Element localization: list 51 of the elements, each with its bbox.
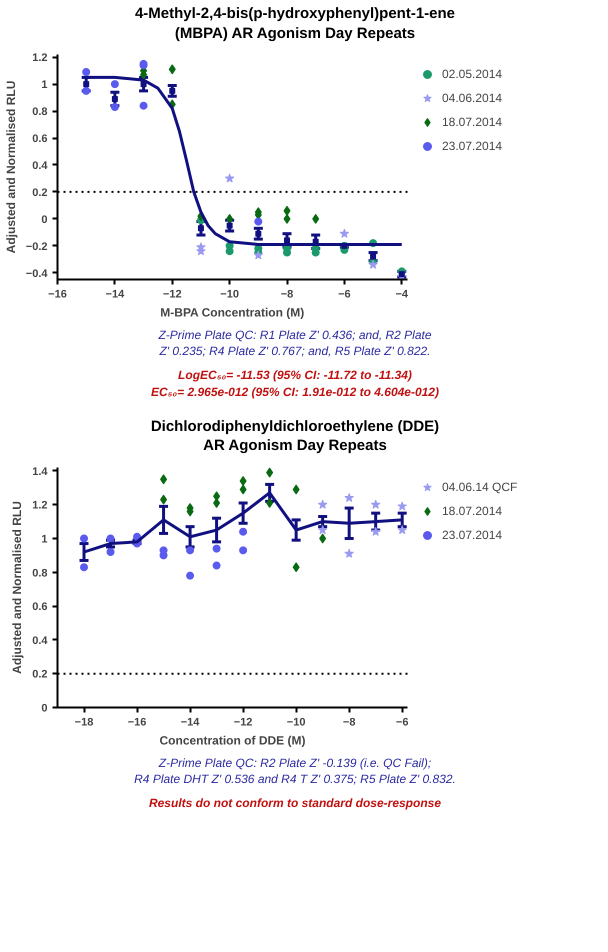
x-tick-label: −6 xyxy=(396,716,408,728)
x-tick-label: −10 xyxy=(220,288,239,300)
legend-label: 02.05.2014 xyxy=(442,67,502,81)
y-tick-label: 0.2 xyxy=(32,186,48,199)
y-tick-label: 0.6 xyxy=(32,133,48,146)
x-tick-label: −12 xyxy=(234,716,252,728)
x-tick-label: −14 xyxy=(106,288,126,300)
y-tick-label: −0.2 xyxy=(26,240,48,253)
x-tick-label: −16 xyxy=(128,716,146,728)
y-tick-label: 0.4 xyxy=(32,634,48,647)
y-axis-title: Adjusted and Normalised RLU xyxy=(10,500,24,674)
legend-label: 04.06.2014 xyxy=(442,91,502,105)
y-tick-label: 1.2 xyxy=(32,52,48,64)
text: Z-Prime Plate QC: R2 Plate Z' -0.139 (i.e. QC Fail); xyxy=(158,754,432,771)
x-axis-title: M-BPA Concentration (M) xyxy=(160,306,304,320)
legend-label: 18.07.2014 xyxy=(442,115,502,129)
text: LogEC₅₀= -11.53 (95% CI: -11.72 to -11.34) xyxy=(177,367,413,384)
x-tick-label: −12 xyxy=(162,288,182,300)
x-tick-label: −16 xyxy=(48,288,67,300)
text: Z-Prime Plate QC: R1 Plate Z' 0.436; and, R2 Plate xyxy=(157,327,433,344)
y-tick-label: 0.6 xyxy=(32,600,48,613)
y-axis-title: Adjusted and Normalised RLU xyxy=(4,80,18,254)
x-tick-label: −6 xyxy=(338,288,351,300)
y-tick-label: 1.2 xyxy=(32,499,48,512)
legend-label: 18.07.2014 xyxy=(442,504,502,518)
y-tick-label: 0 xyxy=(41,214,48,226)
x-tick-label: −10 xyxy=(286,716,306,728)
legend-label: 23.07.2014 xyxy=(442,528,502,542)
y-tick-label: −0.4 xyxy=(26,268,48,280)
legend-label: 23.07.2014 xyxy=(442,139,502,153)
x-tick-label: −14 xyxy=(180,716,200,728)
x-tick-label: −8 xyxy=(280,288,294,300)
legend-label: 04.06.14 QCF xyxy=(442,480,518,494)
x-tick-label: −18 xyxy=(74,716,94,728)
y-tick-label: 1 xyxy=(41,533,48,546)
y-tick-label: 1.4 xyxy=(32,466,48,478)
text: EC₅₀= 2.965e-012 (95% CI: 1.91e-012 to 4.604e-012) xyxy=(151,384,439,400)
x-axis-title: Concentration of DDE (M) xyxy=(160,733,306,748)
text: Results do not conform to standard dose-response xyxy=(148,795,442,812)
x-tick-label: −8 xyxy=(342,716,356,728)
chart-title: Dichlorodiphenyldichloroethylene (DDE) AR Agonism Day Repeats xyxy=(150,416,440,456)
y-tick-label: 0.2 xyxy=(32,668,48,680)
chart-title: 4-Methyl-2,4-bis(p-hydroxyphenyl)pent-1-ene (MBPA) AR Agonism Day Repeats xyxy=(134,4,456,43)
y-tick-label: 0.8 xyxy=(32,106,48,118)
text: R4 Plate DHT Z' 0.536 and R4 T Z' 0.375; R5 Plate Z' 0.832. xyxy=(134,770,456,788)
y-tick-label: 0.8 xyxy=(32,567,48,580)
y-tick-label: 0 xyxy=(41,702,48,714)
text: Z' 0.235; R4 Plate Z' 0.767; and, R5 Plate Z' 0.822. xyxy=(158,343,432,360)
y-tick-label: 1 xyxy=(41,79,48,92)
x-tick-label: −4 xyxy=(395,288,409,300)
y-tick-label: 0.4 xyxy=(32,160,48,172)
